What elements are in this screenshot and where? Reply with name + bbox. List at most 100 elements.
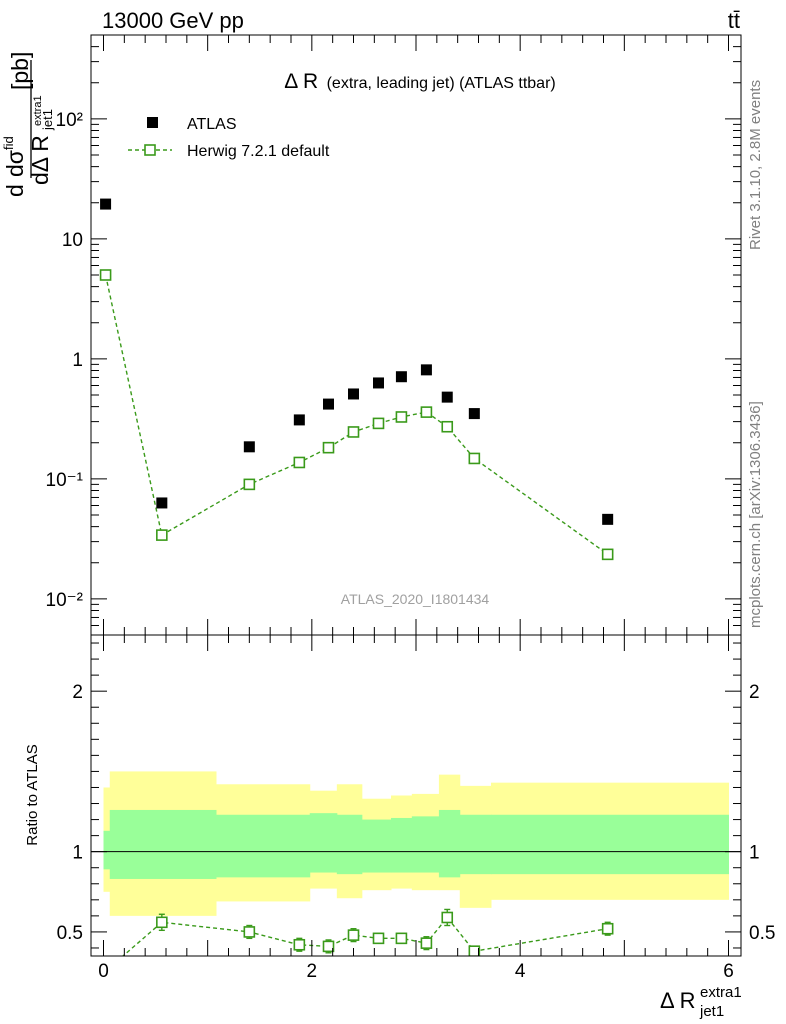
legend-herwig-label: Herwig 7.2.1 default <box>187 143 330 160</box>
herwig-point <box>243 478 256 491</box>
atlas-point <box>293 414 305 426</box>
herwig-point <box>99 269 112 281</box>
plot-title: Δ R (extra, leading jet) (ATLAS ttbar) <box>284 70 555 93</box>
ratio-band-inner <box>109 809 217 879</box>
ratio-herwig-point <box>293 938 306 951</box>
ylabel-numerator: dσ <box>2 150 28 177</box>
ratio-band-inner <box>336 814 363 875</box>
main-y-tick-labels: 10⁻² 10⁻¹ 1 10 10² <box>46 110 84 611</box>
xlabel-extra1: extra1 <box>700 984 742 1001</box>
plot-title-sub: (extra, leading jet) (ATLAS ttbar) <box>327 75 556 92</box>
ylabel-fid: fid <box>1 136 16 150</box>
legend-atlas-label: ATLAS <box>187 116 237 133</box>
herwig-point <box>395 411 408 423</box>
atlas-point <box>395 371 407 383</box>
xlabel-jet1: jet1 <box>699 1003 724 1020</box>
ratio-band-inner <box>459 814 492 875</box>
main-y-tick-label: 10⁻¹ <box>46 470 84 491</box>
x-axis-label: Δ R jet1 extra1 <box>660 984 742 1020</box>
main-y-tick-label: 10⁻² <box>46 590 84 611</box>
ratio-herwig-point <box>372 932 385 945</box>
ratio-y-axis-label: Ratio to ATLAS <box>24 744 41 845</box>
ratio-tick-labels: 0.5 0.5 1 1 2 2 0 2 4 6 <box>57 682 776 982</box>
ratio-y-tick-label-left: 1 <box>72 843 83 864</box>
ratio-herwig-point <box>243 926 256 938</box>
ylabel-unit: [pb] <box>7 52 33 90</box>
ratio-herwig-point <box>322 940 335 953</box>
ratio-herwig-point <box>395 932 408 945</box>
ratio-y-tick-label-left: 2 <box>72 682 83 703</box>
herwig-point <box>322 441 335 454</box>
ratio-y-tick-label-right: 0.5 <box>749 923 775 944</box>
atlas-point <box>243 441 255 453</box>
ratio-herwig-point <box>468 945 481 956</box>
ratio-herwig-line <box>121 916 608 956</box>
ratio-herwig-point <box>347 929 360 941</box>
ratio-herwig-point <box>156 916 168 929</box>
ratio-band-inner <box>391 817 413 873</box>
mcplots-label: mcplots.cern.ch [arXiv:1306.3436] <box>747 401 764 628</box>
herwig-point <box>468 452 481 465</box>
atlas-point <box>420 364 432 376</box>
energy-label: 13000 GeV pp <box>102 8 244 33</box>
xlabel-main: Δ R <box>660 988 695 1013</box>
main-y-tick-label: 10 <box>62 230 83 251</box>
ratio-ticks <box>91 635 741 956</box>
atlas-point <box>441 391 453 403</box>
atlas-point <box>468 408 480 420</box>
ylabel-extra1: extra1 <box>32 95 44 126</box>
atlas-point <box>373 377 384 389</box>
atlas-point <box>100 198 112 210</box>
ratio-series-group <box>121 908 614 956</box>
herwig-point <box>420 406 433 418</box>
atlas-point <box>348 388 359 400</box>
main-y-axis-label: d dσ fid dΔ R jet1 extra1 [pb] <box>1 52 55 197</box>
ratio-y-tick-label-left: 0.5 <box>57 923 83 944</box>
main-panel: 10⁻² 10⁻¹ 1 10 10² Δ R (extra, leading jet) … <box>1 34 742 636</box>
ratio-herwig-point <box>441 911 454 924</box>
ratio-herwig-point <box>420 937 433 949</box>
atlas-point <box>156 497 168 509</box>
main-y-tick-label: 10² <box>56 110 83 131</box>
ratio-band-inner <box>216 814 311 878</box>
x-tick-label: 4 <box>515 961 526 982</box>
ratio-band-inner <box>411 816 440 873</box>
main-y-ticks <box>91 34 741 636</box>
ratio-y-tick-label-right: 2 <box>749 682 760 703</box>
ratio-series-clip <box>121 908 614 956</box>
x-tick-label: 0 <box>98 961 109 982</box>
main-y-tick-label: 1 <box>72 350 83 371</box>
ylabel-denominator: dΔ R <box>27 135 53 185</box>
rivet-version-label: Rivet 3.1.10, 2.8M events <box>747 80 764 250</box>
legend-herwig-marker <box>144 144 156 156</box>
ratio-band-inner <box>103 830 111 870</box>
herwig-point <box>156 529 168 541</box>
ylabel-jet1: jet1 <box>40 109 55 131</box>
ratio-y-tick-label-right: 1 <box>749 843 760 864</box>
herwig-point <box>372 417 385 430</box>
ratio-band-inner <box>491 814 729 875</box>
herwig-point <box>347 426 360 438</box>
herwig-point <box>441 420 454 433</box>
main-x-ticks <box>103 35 729 635</box>
x-tick-label: 2 <box>307 961 318 982</box>
process-label: tt̄ <box>728 8 740 33</box>
ratio-bands <box>103 771 729 916</box>
x-tick-label: 6 <box>723 961 734 982</box>
main-series-group <box>99 198 614 561</box>
ylabel-d: d <box>2 184 28 197</box>
analysis-id-watermark: ATLAS_2020_I1801434 <box>341 591 490 607</box>
ratio-herwig-point <box>601 922 614 935</box>
legend: ATLAS Herwig 7.2.1 default <box>128 116 330 160</box>
legend-atlas-marker <box>147 117 158 128</box>
ratio-band-inner <box>438 809 461 878</box>
herwig-line <box>104 274 609 555</box>
ratio-band-inner <box>309 813 338 873</box>
herwig-point <box>601 548 614 561</box>
ratio-panel: 0.5 0.5 1 1 2 2 0 2 4 6 Ratio to ATLAS Δ R jet1 e… <box>24 634 776 1020</box>
plot-title-main: Δ R <box>284 70 318 93</box>
herwig-point <box>293 456 306 469</box>
atlas-point <box>323 398 334 410</box>
ratio-band-inner <box>361 819 392 873</box>
